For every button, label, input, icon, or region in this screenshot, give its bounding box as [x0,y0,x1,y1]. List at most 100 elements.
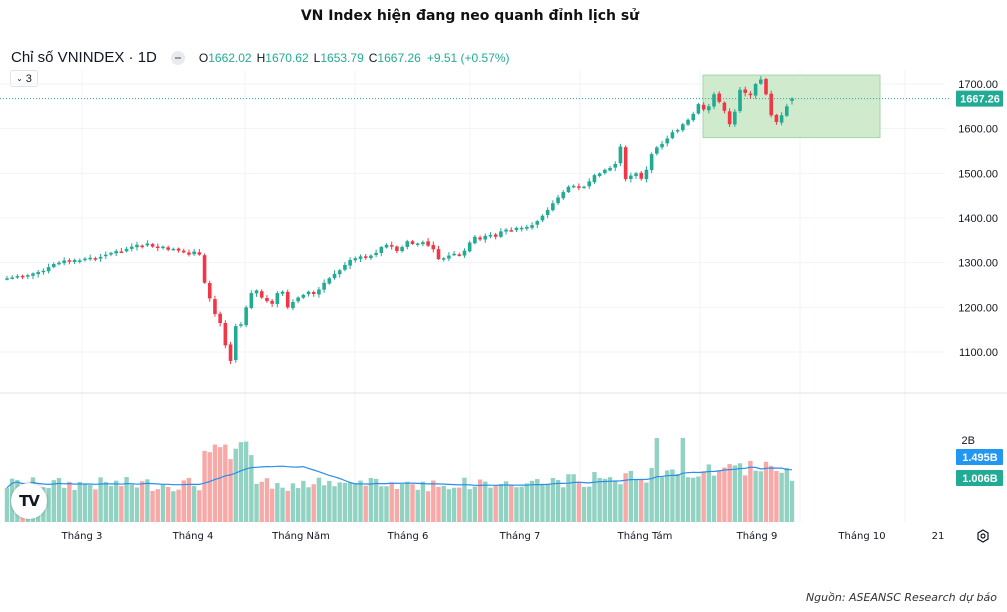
candle-up[interactable] [25,275,30,277]
candle-up[interactable] [114,251,118,254]
candle-up[interactable] [415,243,420,245]
candle-up[interactable] [525,226,529,229]
candle-up[interactable] [192,251,196,255]
candle-up[interactable] [254,290,259,294]
candle-up[interactable] [733,111,737,125]
candle-up[interactable] [369,255,373,259]
settings-gear-icon[interactable] [976,529,990,543]
candle-up[interactable] [72,259,77,262]
candle-up[interactable] [597,173,602,176]
candle-up[interactable] [103,254,108,257]
candle-up[interactable] [655,147,659,154]
candle-up[interactable] [88,257,92,260]
candle-up[interactable] [530,225,534,228]
candle-up[interactable] [109,252,113,255]
candle-up[interactable] [374,252,378,256]
candle-up[interactable] [649,154,654,171]
candle-up[interactable] [462,250,467,256]
candle-up[interactable] [249,293,254,308]
candle-down[interactable] [363,256,368,258]
candle-up[interactable] [46,267,51,272]
candle-down[interactable] [493,234,498,237]
candle-up[interactable] [83,258,87,261]
candle-up[interactable] [57,262,61,265]
candle-up[interactable] [327,278,332,284]
candle-down[interactable] [727,111,732,125]
candle-up[interactable] [629,175,633,179]
candle-up[interactable] [161,246,165,249]
candle-down[interactable] [187,252,191,255]
candle-up[interactable] [681,124,685,131]
candle-down[interactable] [639,172,644,179]
candle-up[interactable] [473,236,477,244]
candle-up[interactable] [712,94,716,107]
candle-down[interactable] [774,114,779,122]
candle-up[interactable] [675,130,680,132]
candle-up[interactable] [129,246,134,249]
candle-up[interactable] [171,248,176,251]
candle-up[interactable] [753,84,758,96]
candle-up[interactable] [545,209,550,216]
candle-up[interactable] [405,241,410,247]
candle-down[interactable] [140,245,144,248]
candle-up[interactable] [353,258,358,261]
candle-down[interactable] [577,186,581,188]
candle-down[interactable] [431,245,436,250]
candle-up[interactable] [608,167,612,171]
candle-up[interactable] [239,324,243,326]
candle-up[interactable] [499,231,503,237]
candle-up[interactable] [488,234,493,237]
candle-up[interactable] [551,203,555,211]
candle-up[interactable] [41,270,46,273]
candle-down[interactable] [181,250,186,253]
candle-up[interactable] [421,242,425,245]
candle-down[interactable] [213,299,217,315]
candle-down[interactable] [748,93,753,96]
candle-up[interactable] [519,227,524,230]
candle-down[interactable] [769,93,774,116]
candle-up[interactable] [447,255,451,259]
candle-up[interactable] [779,115,784,123]
candle-up[interactable] [358,256,363,259]
candle-down[interactable] [270,300,274,304]
candle-up[interactable] [306,291,311,295]
candle-up[interactable] [10,277,14,279]
candle-down[interactable] [93,258,98,260]
candle-up[interactable] [696,104,701,114]
candle-up[interactable] [504,229,508,232]
candle-up[interactable] [535,221,540,225]
candle-up[interactable] [317,289,321,295]
candle-up[interactable] [670,132,675,139]
candle-up[interactable] [582,186,586,189]
candle-up[interactable] [280,291,285,294]
candle-up[interactable] [452,253,456,256]
candle-down[interactable] [426,241,430,246]
candle-up[interactable] [618,146,623,164]
candle-up[interactable] [379,247,384,253]
candle-up[interactable] [561,192,566,199]
candle-up[interactable] [322,282,326,290]
candle-up[interactable] [759,79,763,84]
candle-down[interactable] [722,102,727,111]
candle-down[interactable] [155,246,160,249]
candle-down[interactable] [509,230,514,232]
candle-up[interactable] [145,243,150,246]
candle-up[interactable] [514,227,519,231]
candle-down[interactable] [202,255,207,283]
candle-down[interactable] [764,78,768,95]
candle-up[interactable] [296,297,300,302]
candle-up[interactable] [275,293,280,305]
candle-down[interactable] [717,93,722,102]
candle-down[interactable] [395,246,399,252]
candle-down[interactable] [436,249,441,260]
candle-up[interactable] [233,326,238,361]
candle-down[interactable] [478,237,482,240]
candle-down[interactable] [457,254,462,256]
candle-up[interactable] [566,186,571,193]
candle-down[interactable] [311,291,316,294]
candle-down[interactable] [223,322,228,346]
candle-down[interactable] [20,275,25,278]
candle-up[interactable] [400,247,404,252]
candle-up[interactable] [571,185,576,188]
